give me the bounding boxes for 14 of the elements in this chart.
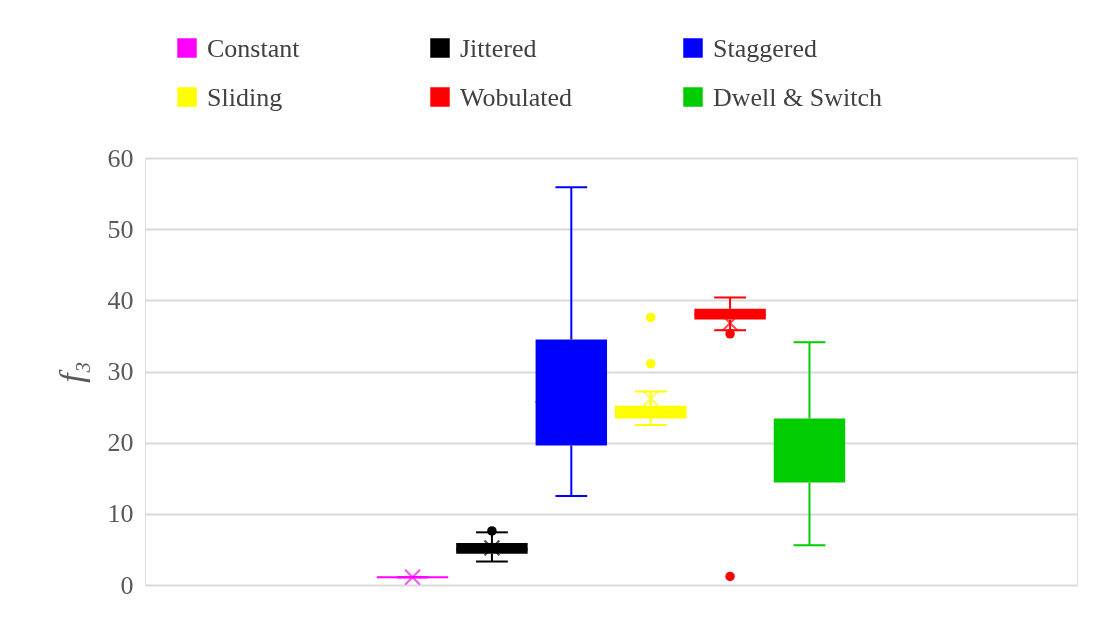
y-tick-label: 20 — [107, 428, 134, 458]
y-tick-label: 10 — [107, 499, 134, 529]
y-tick-label: 30 — [107, 357, 134, 386]
legend-label: Constant — [207, 34, 301, 63]
legend-label: Staggered — [713, 34, 817, 63]
legend-label: Dwell & Switch — [713, 83, 882, 112]
y-tick-label: 60 — [107, 143, 134, 173]
legend-label: Wobulated — [460, 83, 572, 112]
y-tick-label: 50 — [107, 214, 134, 244]
legend-label: Jittered — [460, 34, 537, 63]
y-tick-label: 0 — [120, 570, 134, 600]
y-axis-title: f₃ — [52, 361, 90, 383]
y-tick-label: 40 — [107, 285, 134, 315]
legend-label: Sliding — [207, 83, 283, 112]
